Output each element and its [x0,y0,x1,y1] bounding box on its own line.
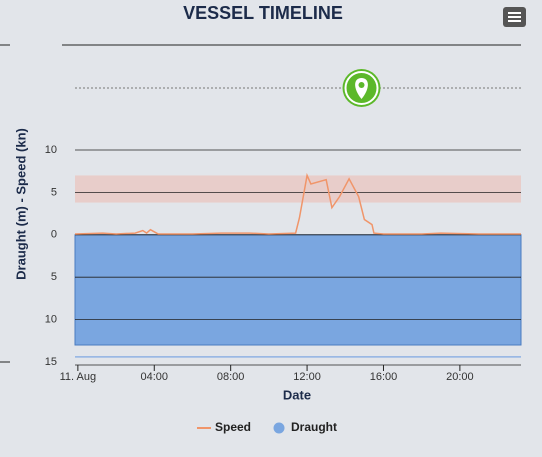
legend-item[interactable]: Draught [273,420,338,434]
speed-line [74,172,521,235]
x-tick-label: 08:00 [217,371,245,383]
x-tick-label: 04:00 [141,371,169,383]
legend: Speed Draught [197,420,337,434]
y-tick-label: 5 [51,186,57,198]
x-tick-label: 20:00 [446,371,474,383]
legend-label: Draught [291,420,337,434]
menu-bar [508,20,521,22]
y-tick-label: 0 [51,229,57,241]
draught-area [74,234,522,346]
x-tick-label: 11. Aug [60,371,97,383]
legend-symbol [273,422,285,434]
x-tick-label: 16:00 [370,371,398,383]
event-pin [355,78,368,99]
menu-button[interactable] [503,7,526,27]
y-tick-label: 5 [51,271,57,283]
menu-bar [508,12,521,14]
chart-title: VESSEL TIMELINE [183,3,343,23]
x-axis-title: Date [283,387,311,402]
legend-label: Speed [215,420,251,434]
event-pin-hole [358,82,365,88]
y-tick-label: 10 [45,144,57,156]
y-tick-label: 10 [45,314,57,326]
y-axis-title: Draught (m) - Speed (kn) [13,128,28,280]
menu-bar [508,16,521,18]
legend-item[interactable]: Speed [197,420,251,434]
event-marker[interactable] [342,69,381,107]
x-tick-label: 12:00 [293,371,321,383]
plot-band [75,175,521,203]
event-ring [344,71,379,105]
y-tick-label: 15 [45,356,57,368]
